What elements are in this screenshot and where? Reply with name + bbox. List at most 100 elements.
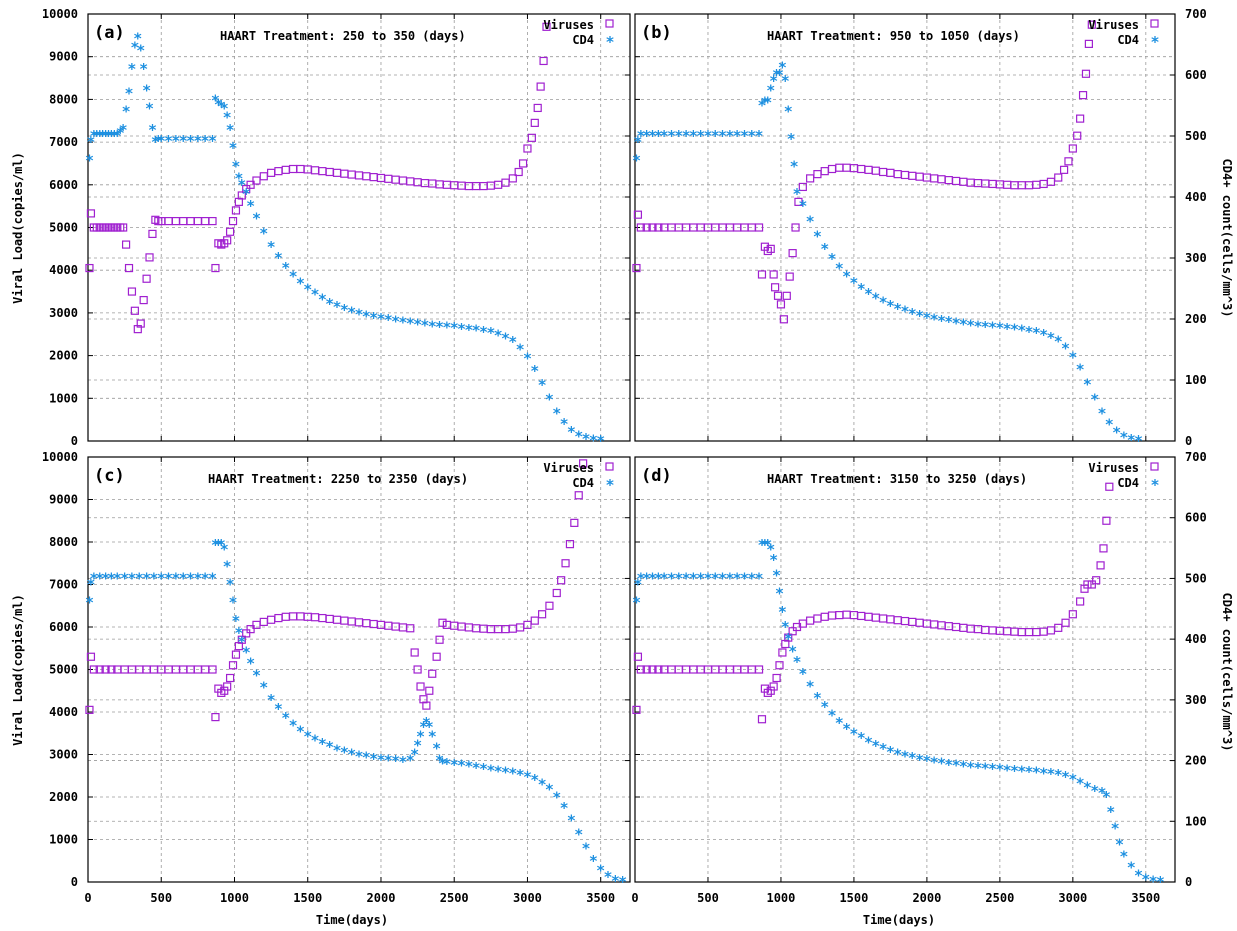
legend-marker-cd4: * xyxy=(605,476,614,494)
virus-point xyxy=(788,627,797,636)
left-tick-label: 5000 xyxy=(49,663,78,677)
cd4-point: * xyxy=(142,569,151,587)
cd4-point: * xyxy=(966,758,975,776)
cd4-point: * xyxy=(98,127,107,145)
cd4-point: * xyxy=(952,314,961,332)
virus-point xyxy=(642,665,651,674)
legend-label-virus: Viruses xyxy=(1088,18,1139,32)
virus-point xyxy=(1099,544,1108,553)
cd4-point: * xyxy=(486,761,495,779)
cd4-point: * xyxy=(648,127,657,145)
virus-point xyxy=(1087,20,1096,29)
cd4-point: * xyxy=(1039,764,1048,782)
cd4-point: * xyxy=(886,297,895,315)
virus-point xyxy=(1102,516,1111,525)
cd4-point: * xyxy=(781,618,790,636)
cd4-point: * xyxy=(274,249,283,267)
cd4-point: * xyxy=(611,872,620,890)
virus-point xyxy=(237,191,246,200)
virus-point xyxy=(242,629,251,638)
legend-marker-virus xyxy=(605,462,614,471)
cd4-point: * xyxy=(552,789,561,807)
virus-point xyxy=(636,223,645,232)
cd4-point: * xyxy=(908,749,917,767)
cd4-point: * xyxy=(567,812,576,830)
cd4-point: * xyxy=(778,59,787,77)
cd4-point: * xyxy=(113,569,122,587)
x-tick-label: 3000 xyxy=(1058,891,1087,905)
virus-point xyxy=(1064,157,1073,166)
cd4-point: * xyxy=(937,755,946,773)
x-tick-label: 2000 xyxy=(367,891,396,905)
virus-point xyxy=(508,174,517,183)
cd4-point: * xyxy=(289,267,298,285)
cd4-point: * xyxy=(234,170,243,188)
virus-point xyxy=(514,167,523,177)
cd4-point: * xyxy=(857,280,866,298)
x-tick-label: 3500 xyxy=(586,891,615,905)
cd4-point: * xyxy=(1054,766,1063,784)
virus-point xyxy=(530,616,539,625)
virus-point xyxy=(574,491,583,500)
cd4-point: * xyxy=(1010,320,1019,338)
cd4-point: * xyxy=(428,317,437,335)
cd4-point: * xyxy=(438,755,447,773)
cd4-point: * xyxy=(766,81,775,99)
cd4-point: * xyxy=(689,569,698,587)
cd4-point: * xyxy=(472,759,481,777)
virus-point xyxy=(425,686,434,695)
cd4-point: * xyxy=(1017,322,1026,340)
virus-point xyxy=(530,118,539,127)
cd4-point: * xyxy=(214,95,223,113)
cd4-point: * xyxy=(223,109,232,127)
x-tick-label: 0 xyxy=(84,891,91,905)
cd4-point: * xyxy=(879,294,888,312)
cd4-point: * xyxy=(318,735,327,753)
virus-point xyxy=(538,610,547,619)
cd4-point: * xyxy=(220,540,229,558)
cd4-point: * xyxy=(89,569,98,587)
virus-point xyxy=(148,229,157,239)
cd4-point: * xyxy=(435,318,444,336)
cd4-point: * xyxy=(246,197,255,215)
cd4-point: * xyxy=(718,127,727,145)
cd4-point: * xyxy=(95,127,104,145)
cd4-point: * xyxy=(410,746,419,764)
cd4-point: * xyxy=(995,761,1004,779)
panel-label-d: (d) xyxy=(641,466,672,486)
legend-label-cd4: CD4 xyxy=(1117,33,1139,47)
cd4-point: * xyxy=(479,760,488,778)
cd4-point: * xyxy=(252,209,261,227)
cd4-point: * xyxy=(406,752,415,770)
cd4-point: * xyxy=(760,93,769,111)
cd4-point: * xyxy=(457,320,466,338)
cd4-point: * xyxy=(303,281,312,299)
cd4-point: * xyxy=(788,642,797,660)
cd4-point: * xyxy=(296,275,305,293)
cd4-point: * xyxy=(1076,361,1085,379)
virus-point xyxy=(798,182,807,192)
virus-point xyxy=(771,283,780,292)
x-tick-label: 1500 xyxy=(839,891,868,905)
cd4-point: * xyxy=(633,576,642,594)
cd4-point: * xyxy=(501,330,510,348)
cd4-point: * xyxy=(122,103,131,121)
cd4-point: * xyxy=(703,127,712,145)
cd4-point: * xyxy=(1090,391,1099,409)
cd4-point: * xyxy=(296,722,305,740)
virus-point xyxy=(769,682,778,691)
virus-point xyxy=(527,133,536,142)
cd4-point: * xyxy=(1119,848,1128,866)
cd4-point: * xyxy=(930,753,939,771)
cd4-point: * xyxy=(660,127,669,145)
cd4-point: * xyxy=(1083,778,1092,796)
cd4-point: * xyxy=(101,569,110,587)
cd4-point: * xyxy=(806,678,815,696)
left-tick-label: 2000 xyxy=(49,790,78,804)
right-tick-label: 300 xyxy=(1185,251,1207,265)
virus-point xyxy=(523,620,532,629)
panel-d: 0 500 1000 1500 2000 2500 3000 3500 0 100 200 300 40… xyxy=(631,450,1206,905)
cd4-point: * xyxy=(560,415,569,433)
cd4-point: * xyxy=(130,39,139,57)
cd4-point: * xyxy=(806,212,815,230)
